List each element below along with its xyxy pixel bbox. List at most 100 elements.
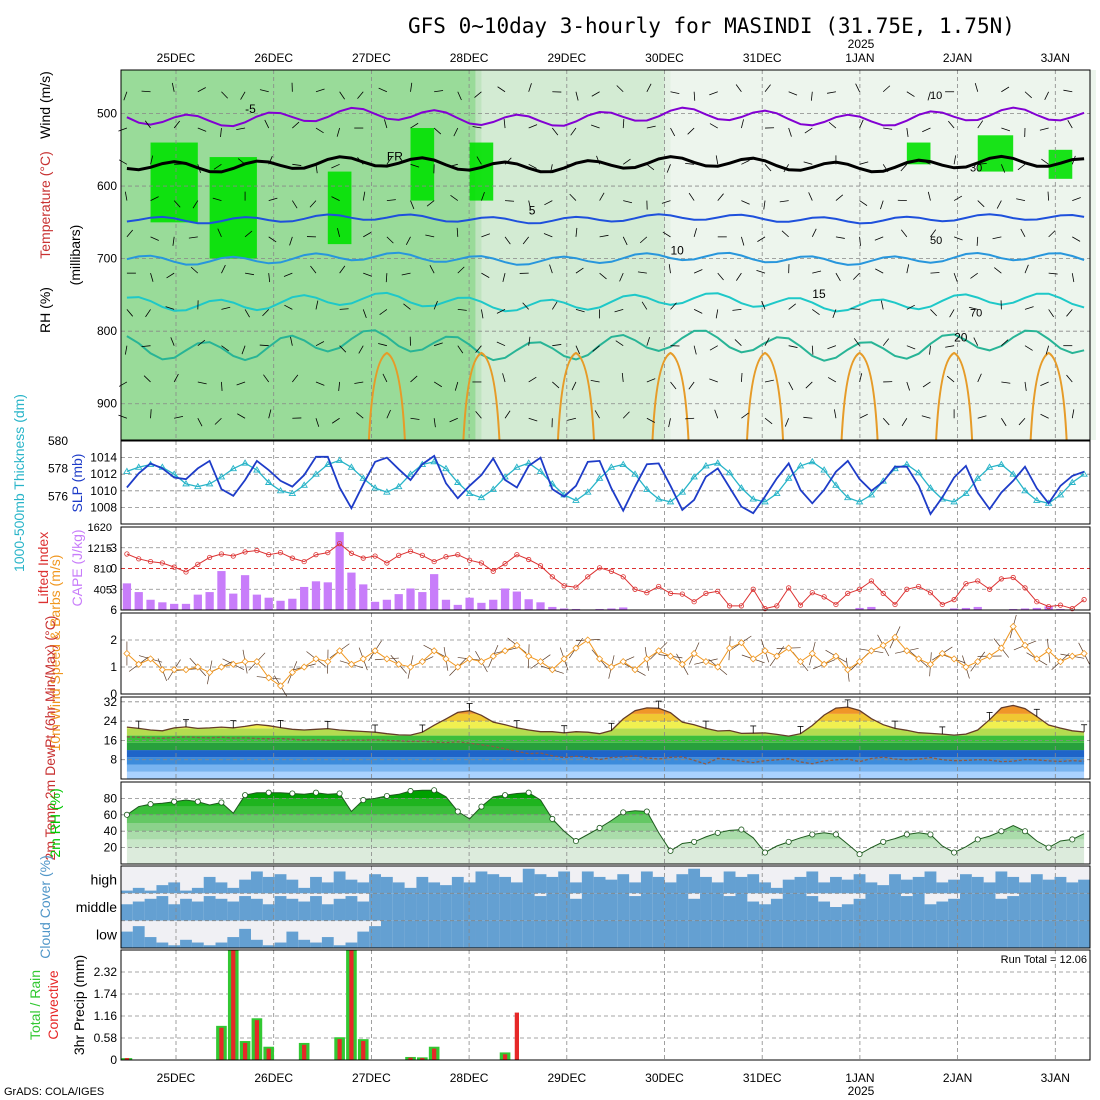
wind-barb [173,373,179,383]
wind-speed-point [265,674,273,682]
wind-barb [974,83,979,92]
cape-bar [607,608,616,610]
cloud-cell [203,945,217,948]
cape-bar [181,603,191,610]
cloud-cell [168,945,181,948]
wind-barb [339,308,349,310]
wind-barb [315,88,325,93]
date-label-bottom: 2JAN [943,1071,972,1085]
wind-barb [236,381,246,386]
cloud-cell-bg [262,920,276,948]
wind-speed-point [808,649,816,658]
wind-barb [882,338,890,346]
cloud-cell [345,942,358,948]
date-label-top: 2JAN [943,51,972,65]
wind-barb [197,418,203,427]
wind-barb [528,336,531,346]
wind-speed-point [158,666,166,674]
wind-barb [832,309,837,319]
rh-point [596,824,603,831]
precip-convective-bar [502,1054,508,1060]
ylabel-slp: SLP (mb) [69,454,85,513]
year-label-bottom: 2025 [848,1084,875,1098]
lifted-point [786,585,792,591]
wind-speed-point [891,633,899,641]
wind-barb [331,196,340,201]
cloud-cell [534,896,547,921]
rh-contour-label: 10 [930,90,942,102]
lifted-point [301,558,307,565]
cape-bar [453,604,462,610]
wind-barb [425,234,435,238]
cloud-cell [310,876,323,894]
lifted-point [596,565,603,571]
panel-frame [120,612,1091,695]
precip-convective-bar [302,1044,307,1060]
cloud-cell [144,890,157,894]
lifted-point [679,591,685,597]
temperature-contour [126,106,1085,128]
wind-barb [362,309,367,319]
cloud-cell [1054,876,1067,894]
wind-barb [921,415,931,419]
wind-barb [382,373,388,383]
lifted-point [526,556,532,563]
wind-barb [292,121,300,129]
cloud-cell-bg [404,866,417,894]
rh-point [1069,836,1076,843]
wind-speed-point [170,666,178,674]
cloud-cell [971,876,985,894]
wind-barb [244,230,253,238]
wind-barb [1024,91,1032,99]
wind-barb [264,119,270,129]
wind-barb [496,341,506,347]
wind-speed-point [903,647,911,655]
wind-speed-point [217,663,226,671]
date-label-bottom: 30DEC [645,1071,684,1085]
cloud-cell [570,920,583,948]
cloud-cell [912,893,926,921]
wind-barb [384,119,388,129]
cloud-cell [617,893,630,921]
cloud-cell [392,893,406,921]
temp-band [126,735,1085,743]
rh-point [809,831,816,838]
wind-speed-line [126,625,1085,687]
cloud-cell [534,874,547,894]
date-label-bottom: 26DEC [254,1071,293,1085]
lifted-point [1022,585,1028,591]
cloud-cell [357,931,370,948]
wind-barb [401,272,411,276]
wind-speed-point [477,658,485,666]
cloud-cell [1030,874,1044,894]
thickness-point [241,459,249,466]
thickness-point [288,489,297,497]
thickness-point [820,466,828,473]
wind-barb [457,266,465,274]
ylabel-wind10m: 10m Wind Speed & Barbs (m/s) [47,555,63,752]
wind-barb [190,266,199,274]
cape-ytick: 1215 [88,543,112,555]
wind-barb [197,381,207,385]
wind-barb [1045,345,1050,355]
cloud-cell [629,896,642,921]
cloud-cell [180,939,193,948]
lifted-point [585,574,591,580]
wind-barb [426,200,435,207]
wind-barb [504,236,511,245]
precip-convective-bar [337,1039,342,1060]
cloud-cell [215,942,228,948]
cape-bar [418,592,427,610]
wind-barb [622,119,625,129]
wind-barb [977,415,987,419]
wind-barb [118,159,128,165]
wind-barb [736,272,742,281]
wind-barb [685,417,695,420]
wind-barb [811,228,817,238]
wind-barb [764,379,774,383]
wind-barb [835,194,844,201]
cloud-cell [830,907,843,921]
cloud-cell [239,928,252,948]
thickness-point [383,488,391,495]
wind-speed-point [938,649,946,658]
